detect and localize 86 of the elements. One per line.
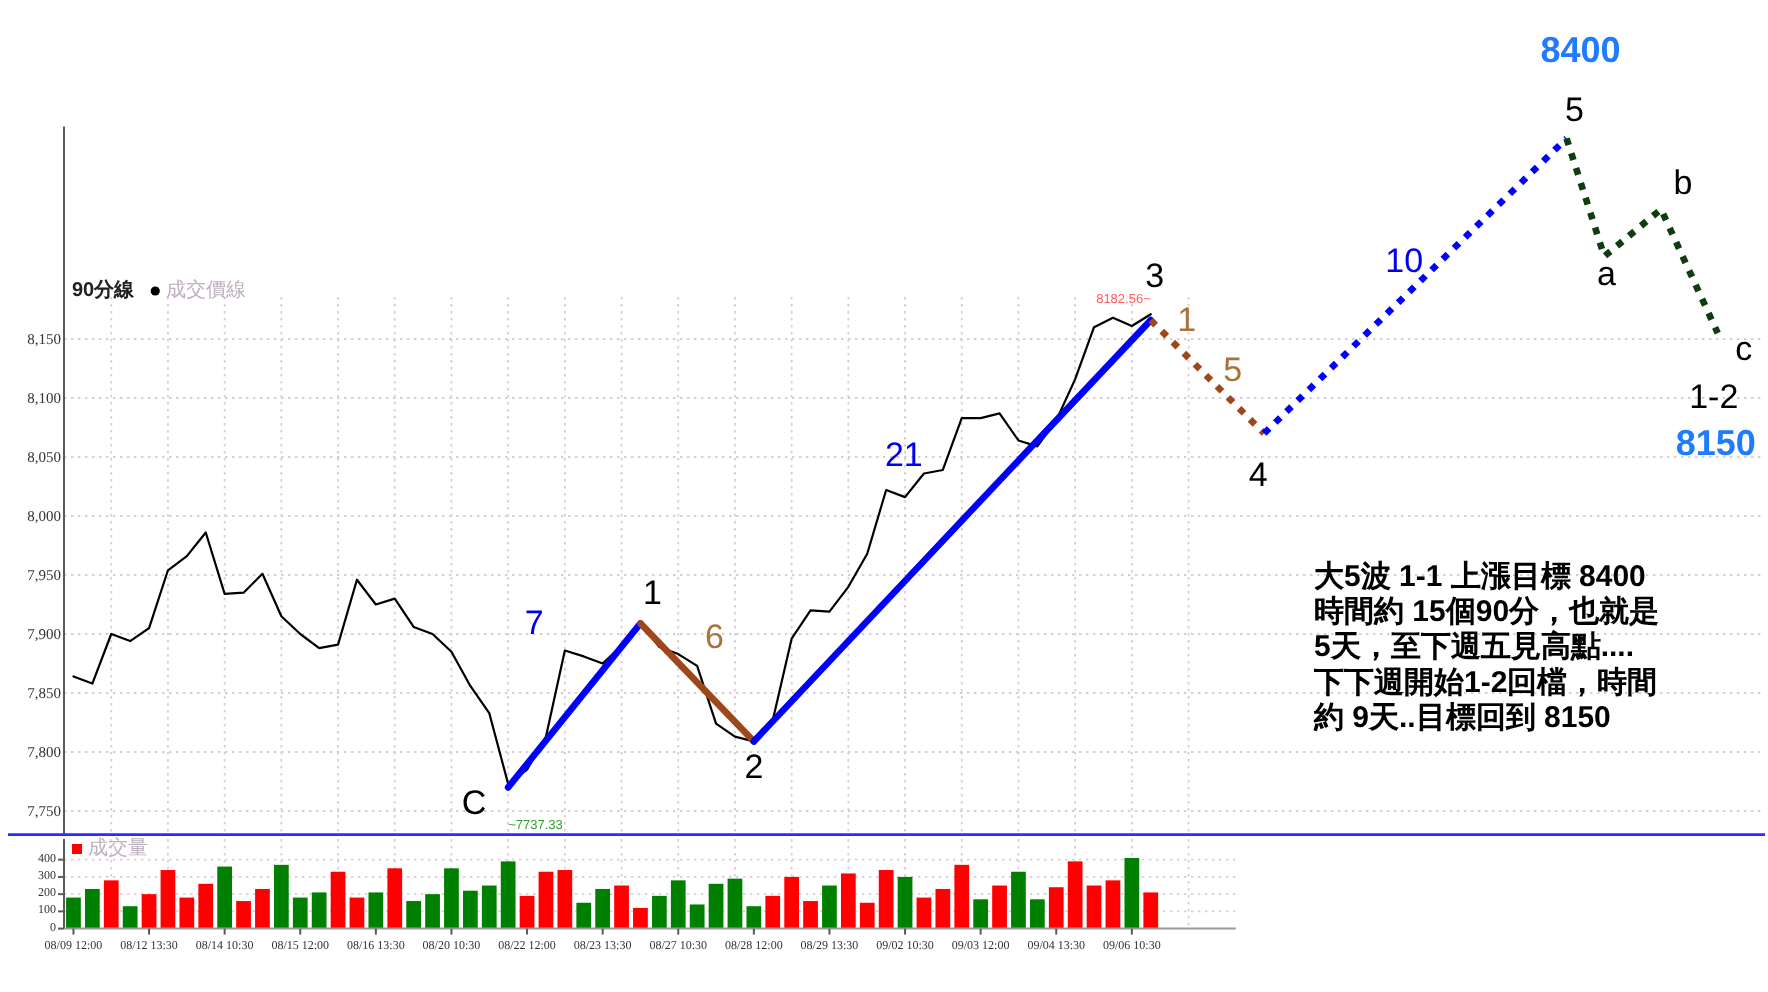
bar [765, 895, 781, 929]
bar [1011, 871, 1026, 929]
bar [198, 883, 214, 929]
annotation: 2 [744, 748, 764, 787]
bar [727, 878, 743, 929]
annotation: 大5波 1-1 上漲目標 8400 [1314, 560, 1646, 594]
bar [387, 868, 403, 929]
bar [66, 897, 81, 929]
bar [840, 873, 856, 929]
bar [330, 871, 346, 929]
annotation: C [461, 784, 487, 823]
annotation: 1 [642, 574, 662, 613]
bar [538, 871, 554, 929]
bar [84, 888, 100, 929]
bar [992, 885, 1007, 929]
annotation: 約 9天..目標回到 8150 [1312, 700, 1611, 735]
bar [670, 880, 686, 929]
bar [179, 897, 195, 929]
annotation: a [1596, 255, 1617, 294]
bar [141, 894, 157, 929]
bar [1029, 899, 1045, 929]
bar [103, 880, 119, 929]
legend-label: 成交價線 [166, 278, 247, 302]
bar [255, 888, 270, 929]
bar [406, 901, 422, 929]
text: 90分線 [72, 278, 137, 302]
bar [746, 906, 762, 929]
bar [1048, 887, 1064, 929]
bar [160, 870, 176, 929]
annotation: 5 [1223, 351, 1243, 390]
annotation: 1 [1177, 301, 1197, 340]
bar [708, 883, 724, 929]
bar [481, 885, 497, 929]
bar [122, 906, 138, 929]
bar [878, 870, 894, 929]
bar [633, 907, 648, 929]
bar [973, 899, 989, 929]
bar [897, 876, 913, 929]
annotation: c [1735, 330, 1754, 369]
bar [1067, 861, 1083, 929]
annotation: 下下週開始1-2回檔，時間 [1312, 665, 1658, 700]
bar [462, 890, 478, 929]
bar [444, 868, 459, 929]
bar [859, 902, 875, 929]
bar [1124, 857, 1140, 929]
bar [935, 888, 951, 929]
bar [425, 894, 440, 929]
annotation: 7 [524, 604, 544, 643]
legend: 成交量 [72, 838, 148, 860]
annotation: 8150 [1675, 423, 1756, 464]
annotation: 5天，至下週五見高點.... [1314, 628, 1635, 665]
annotation: 5 [1565, 91, 1585, 130]
annotation: 10 [1385, 242, 1424, 281]
bar [349, 897, 365, 929]
bar [651, 895, 667, 929]
bar [217, 866, 233, 929]
annotation: b [1673, 164, 1693, 203]
annotation: 時間約 15個90分，也就是 [1314, 595, 1660, 630]
text: 8400 [1540, 30, 1621, 71]
bar [368, 892, 384, 929]
bar [519, 895, 535, 929]
bar [236, 901, 251, 929]
bar [1105, 880, 1121, 929]
bar [557, 870, 573, 929]
bar [803, 901, 818, 929]
bar [576, 902, 592, 929]
bar [689, 904, 705, 929]
legend: 成交價線 [150, 280, 247, 302]
bar [784, 876, 800, 929]
annotation: 3 [1145, 257, 1165, 296]
bar [916, 897, 932, 929]
bar [595, 888, 611, 929]
bar [822, 885, 837, 929]
bar [954, 864, 970, 929]
bar [500, 861, 516, 929]
annotation: 4 [1248, 456, 1268, 495]
bar [292, 897, 308, 929]
bar [273, 864, 289, 929]
bar [311, 892, 327, 929]
annotation: 1-2 [1689, 378, 1739, 417]
annotation: 6 [704, 618, 724, 657]
annotation: 21 [884, 436, 923, 475]
bar [1143, 892, 1159, 929]
legend-label: 成交量 [88, 836, 148, 860]
bar [614, 885, 629, 929]
bar [1086, 885, 1102, 929]
